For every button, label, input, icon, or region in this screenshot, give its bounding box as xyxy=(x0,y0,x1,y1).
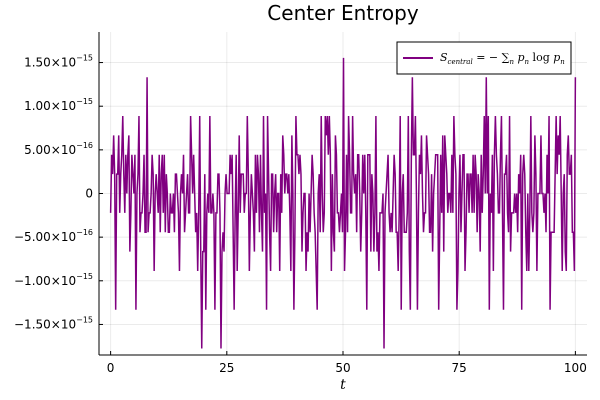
y-tick-label: 1.00×10−15 xyxy=(24,97,93,113)
x-tick-label: 25 xyxy=(219,361,234,375)
x-tick-label: 75 xyxy=(452,361,467,375)
y-tick-label: 0 xyxy=(85,187,93,201)
x-tick-label: 50 xyxy=(335,361,350,375)
y-tick-label: −1.00×10−15 xyxy=(14,272,93,288)
legend: Scentral = − ∑n pn log pn xyxy=(396,41,572,75)
series-line xyxy=(109,57,577,349)
chart-title: Center Entropy xyxy=(267,1,419,25)
x-axis-label: t xyxy=(340,377,346,393)
x-ticks: 0 25 50 75 100 xyxy=(107,351,587,375)
y-tick-label: −1.50×10−15 xyxy=(14,315,93,331)
x-tick-label: 100 xyxy=(564,361,587,375)
y-tick-label: 5.00×10−16 xyxy=(24,141,93,157)
y-tick-label: 1.50×10−15 xyxy=(24,54,93,70)
x-tick-label: 0 xyxy=(107,361,115,375)
y-ticks: 1.50×10−15 1.00×10−15 5.00×10−16 0 −5.00×10−… xyxy=(14,54,103,331)
legend-label: Scentral = − ∑n pn log pn xyxy=(440,51,565,66)
y-tick-label: −5.00×10−16 xyxy=(14,228,93,244)
series-layer xyxy=(109,57,577,349)
